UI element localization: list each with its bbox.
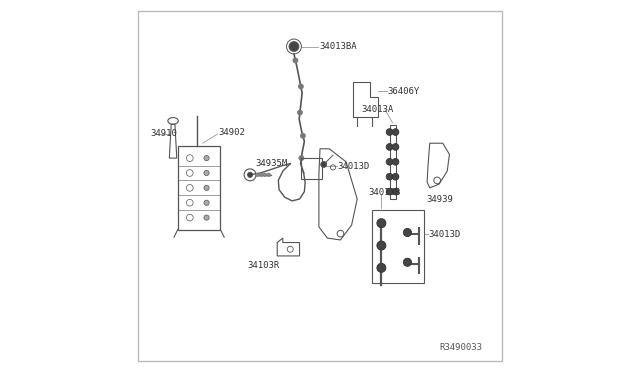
Bar — [390, 125, 396, 199]
Circle shape — [377, 219, 386, 228]
Circle shape — [392, 173, 399, 180]
Circle shape — [204, 185, 209, 190]
Circle shape — [298, 110, 303, 115]
Text: 34013D: 34013D — [337, 162, 370, 171]
Circle shape — [204, 215, 209, 220]
Circle shape — [386, 173, 393, 180]
Text: 34013A: 34013A — [361, 105, 393, 114]
Circle shape — [204, 170, 209, 176]
Circle shape — [403, 228, 412, 237]
Circle shape — [377, 263, 386, 272]
Bar — [178, 146, 221, 230]
Text: 34013BA: 34013BA — [319, 42, 356, 51]
Circle shape — [392, 129, 399, 135]
Circle shape — [263, 173, 267, 177]
Circle shape — [392, 188, 399, 195]
Circle shape — [403, 258, 412, 266]
Circle shape — [267, 173, 271, 177]
Circle shape — [255, 173, 259, 177]
Circle shape — [300, 133, 305, 138]
Text: 36406Y: 36406Y — [388, 87, 420, 96]
Circle shape — [204, 155, 209, 161]
Circle shape — [289, 42, 299, 51]
Circle shape — [386, 129, 393, 135]
Circle shape — [386, 144, 393, 150]
Circle shape — [248, 172, 253, 177]
Text: 34103R: 34103R — [248, 262, 280, 270]
Circle shape — [259, 173, 263, 177]
Circle shape — [377, 241, 386, 250]
Bar — [372, 210, 424, 283]
Text: 34939: 34939 — [426, 195, 453, 203]
Circle shape — [204, 200, 209, 205]
Circle shape — [321, 161, 326, 167]
Circle shape — [386, 158, 393, 165]
Text: 34902: 34902 — [218, 128, 245, 137]
Text: R3490033: R3490033 — [439, 343, 482, 352]
Circle shape — [298, 84, 303, 89]
Text: 34013D: 34013D — [429, 230, 461, 239]
Circle shape — [386, 188, 393, 195]
Text: 34013B: 34013B — [369, 188, 401, 197]
Text: 34935M: 34935M — [255, 159, 288, 168]
Circle shape — [293, 58, 298, 63]
Text: 34910: 34910 — [151, 129, 178, 138]
Bar — [301, 158, 322, 179]
Circle shape — [392, 158, 399, 165]
Circle shape — [299, 155, 304, 161]
Circle shape — [392, 144, 399, 150]
